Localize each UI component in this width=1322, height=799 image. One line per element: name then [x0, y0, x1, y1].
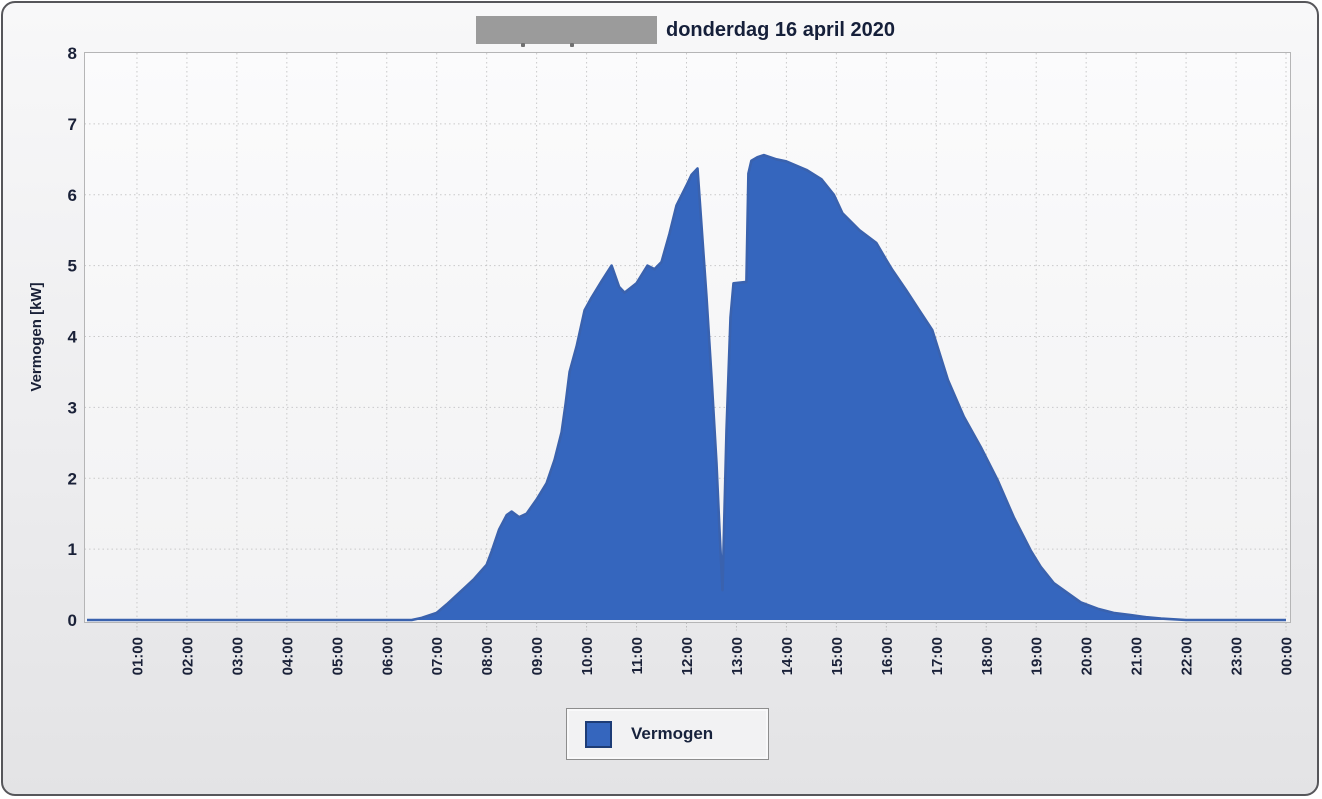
- y-tick-label: 1: [68, 540, 77, 559]
- x-tick-label: 18:00: [979, 637, 996, 675]
- x-tick-label: 20:00: [1079, 637, 1096, 675]
- y-tick-label: 6: [68, 186, 77, 205]
- plot-frame: [84, 52, 1291, 623]
- x-tick-label: 15:00: [829, 637, 846, 675]
- y-tick-label: 5: [68, 257, 77, 276]
- x-tick-label: 13:00: [729, 637, 746, 675]
- x-tick-label: 00:00: [1279, 637, 1296, 675]
- x-tick-label: 07:00: [429, 637, 446, 675]
- x-tick-label: 19:00: [1029, 637, 1046, 675]
- chart-title-date: donderdag 16 april 2020: [666, 18, 895, 41]
- legend-label: Vermogen: [631, 724, 714, 743]
- x-tick-label: 05:00: [329, 637, 346, 675]
- x-tick-label: 03:00: [229, 637, 246, 675]
- power-area-chart: 0 1 2 3 4 5 6 7 8 01:00 02:00 03:00 04:00 05:00 06:00 0…: [28, 44, 1296, 675]
- x-tick-label: 17:00: [929, 637, 946, 675]
- y-axis-title: Vermogen [kW]: [28, 282, 45, 391]
- x-tick-label: 02:00: [179, 637, 196, 675]
- vermogen-line-series: [87, 153, 1286, 622]
- x-tick-label: 16:00: [879, 637, 896, 675]
- legend-swatch-vermogen: [585, 720, 612, 748]
- vermogen-area-series: [87, 155, 1286, 620]
- x-tick-label: 08:00: [479, 637, 496, 675]
- legend[interactable]: Vermogen: [566, 708, 769, 760]
- x-tick-label: 23:00: [1229, 637, 1246, 675]
- y-tick-label: 3: [68, 398, 77, 417]
- x-tick-label: 11:00: [629, 637, 646, 675]
- x-tick-label: 22:00: [1179, 637, 1196, 675]
- redacted-title-box: [476, 16, 657, 47]
- x-tick-label: 01:00: [129, 637, 146, 675]
- y-tick-label: 2: [68, 469, 77, 488]
- x-tick-label: 09:00: [529, 637, 546, 675]
- y-tick-label: 4: [68, 328, 78, 347]
- x-tick-label: 10:00: [579, 637, 596, 675]
- chart-header: donderdag 16 april 2020: [476, 14, 895, 47]
- x-tick-label: 14:00: [779, 637, 796, 675]
- y-tick-label: 8: [68, 44, 77, 63]
- x-tick-label: 06:00: [379, 637, 396, 675]
- x-tick-label: 12:00: [679, 637, 696, 675]
- x-tick-label: 04:00: [279, 637, 296, 675]
- y-tick-label: 7: [68, 115, 77, 134]
- y-tick-label: 0: [68, 611, 77, 630]
- x-tick-label: 21:00: [1129, 637, 1146, 675]
- redaction-descender: [570, 43, 574, 47]
- redaction-descender: [521, 43, 525, 47]
